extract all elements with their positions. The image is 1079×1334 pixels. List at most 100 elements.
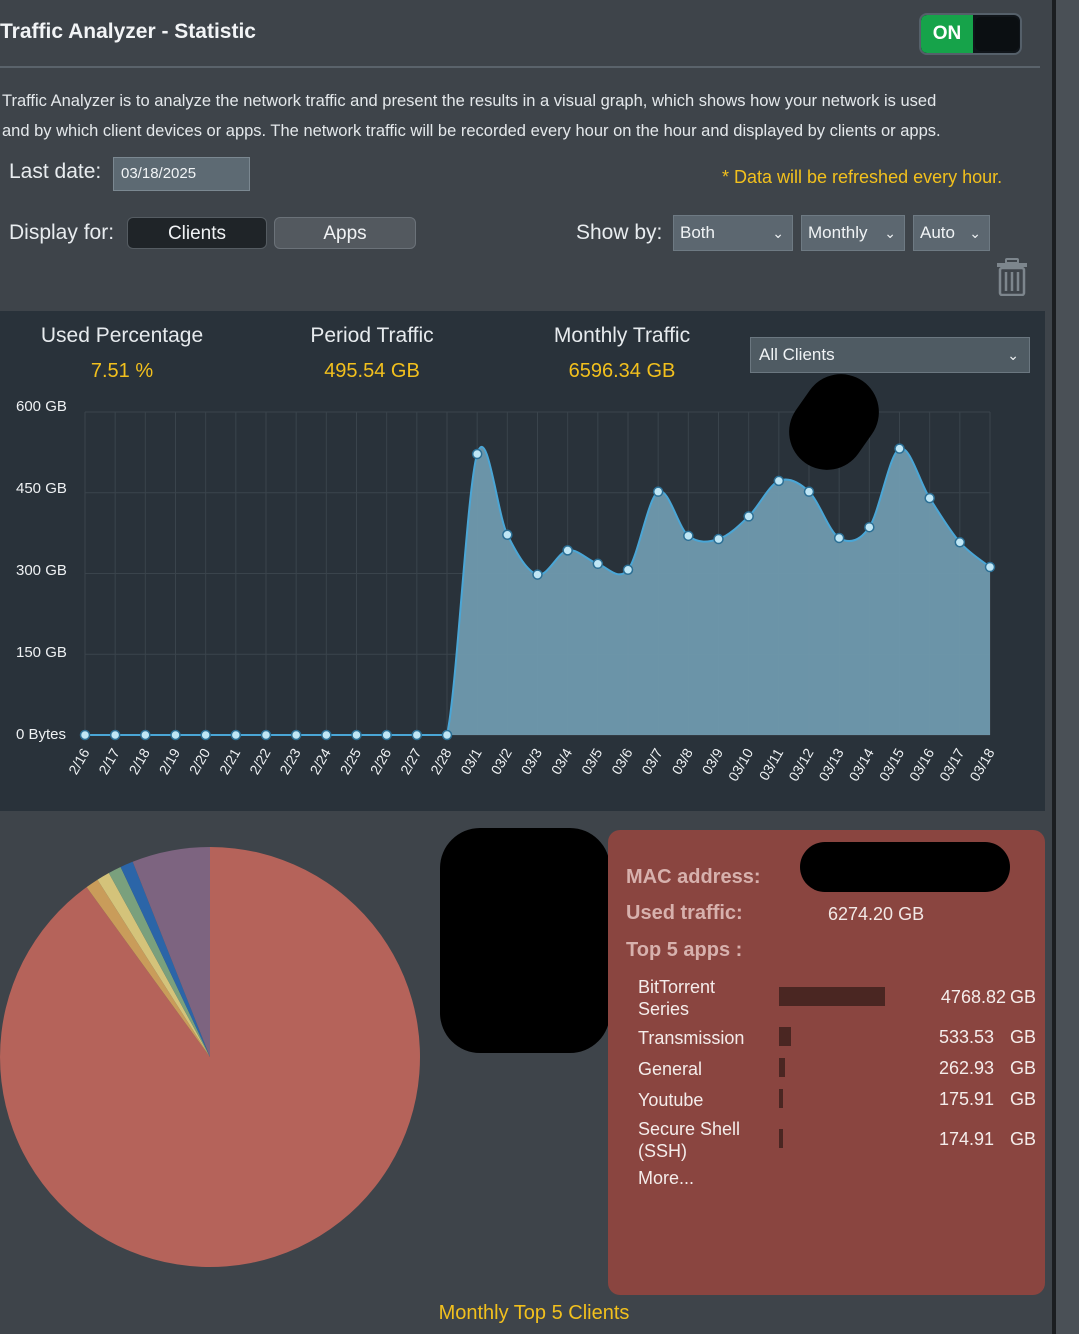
traffic-area	[85, 446, 990, 735]
app-usage-bar	[779, 1027, 791, 1046]
show-by-scale-select[interactable]: Auto ⌄	[913, 215, 990, 251]
app-name: Transmission	[638, 1027, 744, 1049]
x-tick-label: 03/17	[936, 745, 967, 784]
pie-slice	[132, 847, 210, 1057]
data-point	[652, 486, 664, 497]
last-date-field[interactable]: 03/18/2025	[113, 157, 250, 191]
x-tick-label: 03/3	[518, 745, 546, 777]
x-tick-label: 2/25	[337, 745, 365, 777]
app-name: General	[638, 1058, 702, 1080]
app-name-line: General	[638, 1059, 703, 1079]
app-name: Youtube	[638, 1089, 703, 1111]
show-by-label: Show by:	[576, 221, 663, 244]
top-apps-label: Top 5 apps :	[626, 939, 743, 961]
x-tick-label: 03/9	[699, 745, 727, 777]
x-tick-label: 03/14	[846, 745, 877, 784]
show-by-type-select[interactable]: Both ⌄	[673, 215, 793, 251]
x-tick-label: 2/19	[156, 745, 184, 777]
x-tick-label: 03/5	[578, 745, 606, 777]
app-name-line: Transmission	[638, 1028, 745, 1048]
app-traffic-value: 4768.82	[940, 987, 1006, 1007]
app-usage-bar	[779, 1058, 785, 1077]
chevron-down-icon: ⌄	[884, 225, 896, 241]
data-point	[743, 511, 754, 522]
used-percentage-value: 7.51 %	[90, 360, 154, 382]
pie-slice	[86, 879, 210, 1057]
monthly-traffic-value: 6596.34 GB	[568, 360, 676, 382]
chevron-down-icon: ⌄	[969, 225, 981, 241]
x-tick-label: 03/11	[756, 745, 787, 783]
data-point	[924, 492, 935, 504]
data-point	[109, 729, 121, 741]
data-point	[864, 521, 875, 533]
client-filter-value: All Clients	[759, 345, 835, 364]
y-tick-label: 450 GB	[16, 480, 67, 497]
used-percentage-label: Used Percentage	[40, 324, 204, 347]
app-traffic-value: 175.91	[938, 1089, 994, 1109]
more-apps-link[interactable]: More...	[638, 1168, 695, 1188]
x-tick-label: 2/17	[95, 745, 123, 777]
data-point	[79, 729, 91, 741]
trash-icon[interactable]	[996, 258, 1028, 296]
data-point	[773, 475, 785, 487]
refresh-note: * Data will be refreshed every hour.	[722, 167, 1003, 187]
data-point	[351, 729, 362, 741]
traffic-area-chart: 2/16 2/17 2/18 2/19 2/20 2/21 2/22 2/23 2/24 2/25…	[65, 411, 998, 784]
app-traffic-unit: GB	[1010, 1129, 1037, 1149]
analyzer-toggle[interactable]: ON	[919, 13, 1022, 55]
client-filter-select[interactable]: All Clients ⌄	[750, 337, 1030, 373]
x-tick-label: 03/2	[487, 745, 515, 777]
display-for-label: Display for:	[9, 221, 115, 244]
x-tick-label: 03/16	[906, 745, 937, 784]
app-name: BitTorrent Series	[638, 976, 715, 1020]
redacted-legend	[440, 828, 610, 1053]
mac-address-label: MAC address:	[626, 866, 761, 888]
data-point	[984, 561, 996, 573]
data-point	[833, 532, 845, 544]
data-point	[562, 545, 573, 556]
x-tick-label: 03/8	[668, 745, 696, 777]
x-tick-label: 03/15	[876, 745, 907, 784]
chevron-down-icon: ⌄	[772, 225, 784, 241]
data-point	[713, 533, 724, 545]
period-traffic-label: Period Traffic	[310, 324, 434, 347]
x-tick-label: 03/4	[548, 745, 576, 777]
monthly-traffic-label: Monthly Traffic	[553, 324, 691, 347]
app-usage-bar	[779, 987, 885, 1006]
x-tick-label: 03/7	[638, 745, 666, 777]
x-tick-label: 2/26	[367, 745, 395, 777]
data-point	[321, 729, 332, 741]
pie-caption: Monthly Top 5 Clients	[438, 1302, 630, 1324]
description: Traffic Analyzer is to analyze the netwo…	[2, 86, 1047, 146]
chevron-down-icon: ⌄	[1007, 347, 1019, 363]
y-tick-label: 600 GB	[16, 398, 67, 415]
scrollbar-track[interactable]	[1052, 0, 1079, 1334]
app-usage-bar	[779, 1089, 783, 1108]
show-by-period-select[interactable]: Monthly ⌄	[801, 215, 905, 251]
y-tick-label: 300 GB	[16, 562, 67, 579]
display-apps-button[interactable]: Apps	[274, 217, 416, 249]
app-name-line: Youtube	[638, 1090, 704, 1110]
data-point	[140, 729, 151, 741]
data-point	[471, 448, 483, 460]
data-point	[532, 569, 543, 580]
show-by-type-value: Both	[680, 223, 715, 242]
data-point	[502, 529, 513, 540]
data-point	[411, 729, 423, 741]
data-point	[260, 729, 272, 741]
data-point	[622, 564, 634, 575]
app-traffic-value: 533.53	[938, 1027, 994, 1047]
app-name-line: BitTorrent	[638, 977, 716, 997]
app-traffic-unit: GB	[1010, 987, 1037, 1007]
y-tick-label: 0 Bytes	[16, 726, 67, 743]
app-name-line: Series	[638, 999, 690, 1019]
description-line-2: and by which client devices or apps. The…	[2, 122, 941, 140]
x-tick-label: 03/18	[966, 745, 997, 784]
x-tick-label: 2/23	[276, 745, 304, 777]
data-point	[894, 443, 905, 454]
x-tick-label: 2/27	[397, 745, 425, 777]
display-clients-button[interactable]: Clients	[127, 217, 267, 249]
x-tick-label: 03/10	[725, 745, 756, 784]
app-name-line: (SSH)	[638, 1141, 687, 1161]
client-info-tooltip	[608, 830, 1045, 1295]
